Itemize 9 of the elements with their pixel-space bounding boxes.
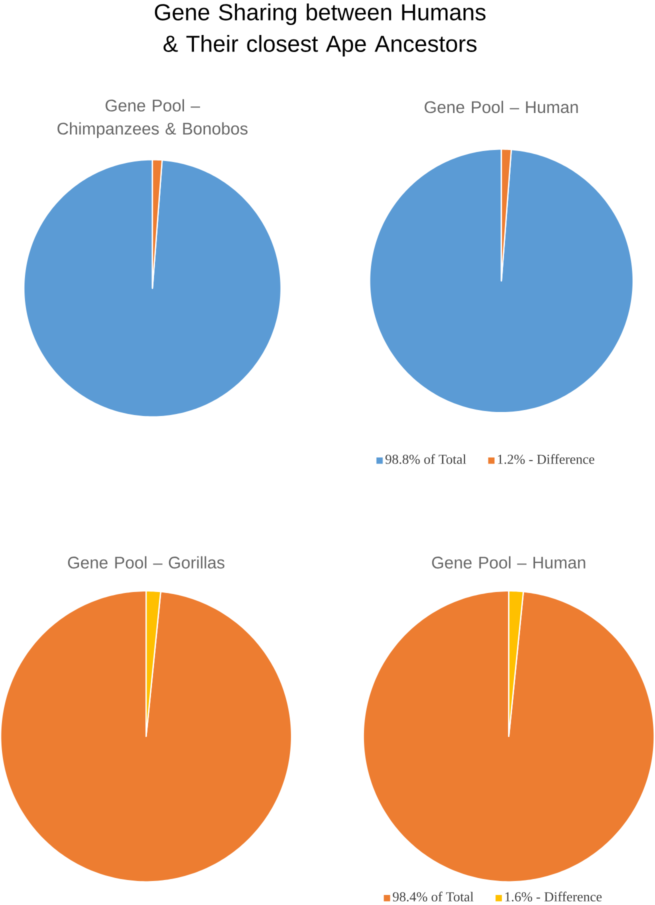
legend-label: 1.6% - Difference: [505, 892, 602, 902]
legend-label: 98.4% of Total: [392, 892, 474, 902]
chart-title: Gene Pool – Gorillas: [68, 556, 224, 569]
legend-label: 98.8% of Total: [386, 454, 466, 464]
chart-title: Gene Pool – Chimpanzees & Bonobos: [58, 99, 248, 138]
legend-label: 1.2% - Difference: [498, 454, 594, 464]
chart-title: Gene Pool – Human: [424, 100, 578, 114]
text: Gene Sharing between Humans & Their closest Ape Ancestors: [154, 3, 486, 57]
chart-title: Gene Pool – Human: [432, 556, 586, 569]
